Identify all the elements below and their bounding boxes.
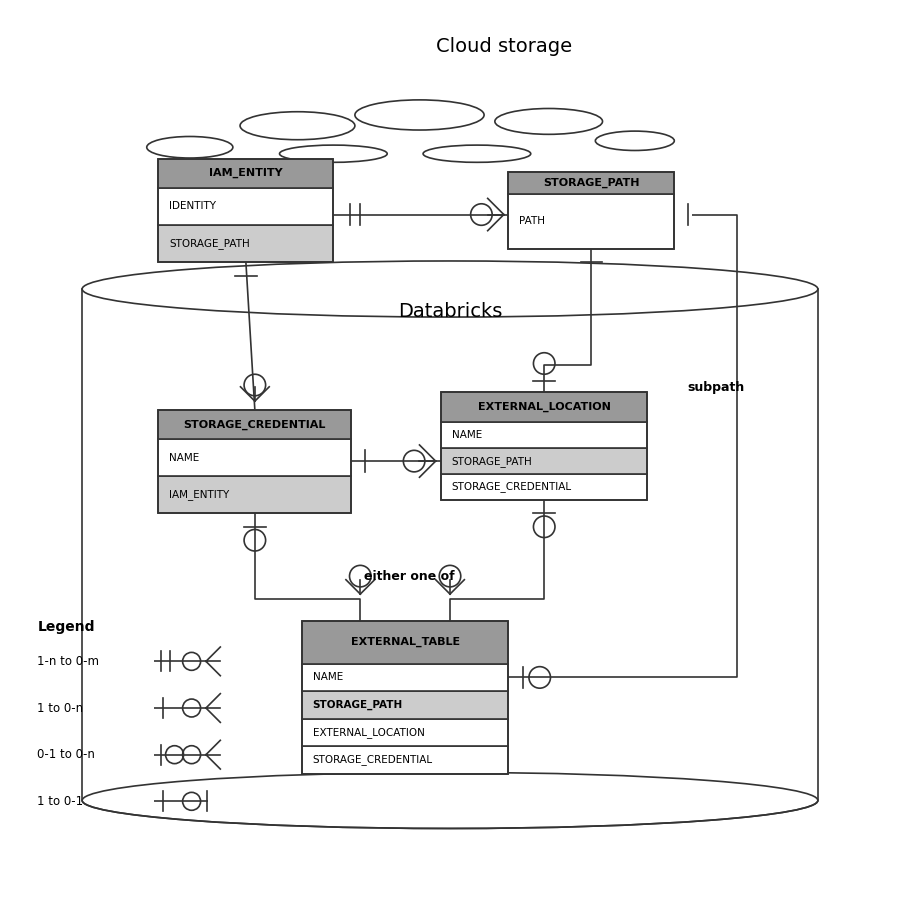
Bar [158,225,333,262]
Bar [441,474,647,500]
Bar [302,663,508,692]
Text: IDENTITY: IDENTITY [169,201,216,211]
Text: Legend: Legend [37,621,94,634]
Text: 1-n to 0-m: 1-n to 0-m [37,655,99,668]
Text: IAM_ENTITY: IAM_ENTITY [169,490,230,501]
Bar [158,159,333,262]
Bar [302,621,508,774]
Text: STORAGE_CREDENTIAL: STORAGE_CREDENTIAL [452,481,572,492]
Text: NAME: NAME [452,430,482,440]
Bar [508,172,674,194]
Text: 1 to 0-1: 1 to 0-1 [37,794,84,808]
Ellipse shape [147,136,233,158]
Ellipse shape [280,145,387,162]
Bar [508,194,674,248]
Bar [441,422,647,449]
Text: Cloud storage: Cloud storage [436,37,572,56]
Text: STORAGE_PATH: STORAGE_PATH [452,456,533,467]
Text: Databricks: Databricks [398,302,502,321]
Bar [302,719,508,746]
Text: IAM_ENTITY: IAM_ENTITY [209,168,283,178]
Text: NAME: NAME [312,672,343,682]
Text: EXTERNAL_LOCATION: EXTERNAL_LOCATION [312,727,425,738]
Text: 1 to 0-n: 1 to 0-n [37,702,84,714]
Bar [508,172,674,248]
Bar [302,692,508,719]
Text: STORAGE_PATH: STORAGE_PATH [312,700,403,710]
Ellipse shape [82,261,818,317]
Text: STORAGE_PATH: STORAGE_PATH [169,238,250,249]
Bar [158,187,333,225]
Text: STORAGE_CREDENTIAL: STORAGE_CREDENTIAL [312,754,433,765]
Bar [158,159,333,187]
Ellipse shape [82,773,818,828]
Text: subpath: subpath [688,381,745,394]
Text: STORAGE_PATH: STORAGE_PATH [543,178,640,188]
Text: STORAGE_CREDENTIAL: STORAGE_CREDENTIAL [184,420,326,430]
Ellipse shape [240,112,355,140]
Bar [158,410,351,439]
Bar [441,392,647,422]
Bar [158,476,351,513]
Bar [158,439,351,476]
Text: EXTERNAL_TABLE: EXTERNAL_TABLE [351,637,460,648]
Bar [441,449,647,474]
Text: NAME: NAME [169,452,200,462]
Bar [302,746,508,774]
Bar [302,621,508,663]
Text: EXTERNAL_LOCATION: EXTERNAL_LOCATION [478,402,610,412]
Text: PATH: PATH [519,217,545,227]
Ellipse shape [355,100,484,130]
Ellipse shape [596,131,674,150]
Ellipse shape [495,108,602,135]
Bar [441,392,647,500]
Bar [158,410,351,513]
Text: 0-1 to 0-n: 0-1 to 0-n [37,748,95,761]
Text: either one of: either one of [364,570,454,582]
Ellipse shape [423,145,531,162]
